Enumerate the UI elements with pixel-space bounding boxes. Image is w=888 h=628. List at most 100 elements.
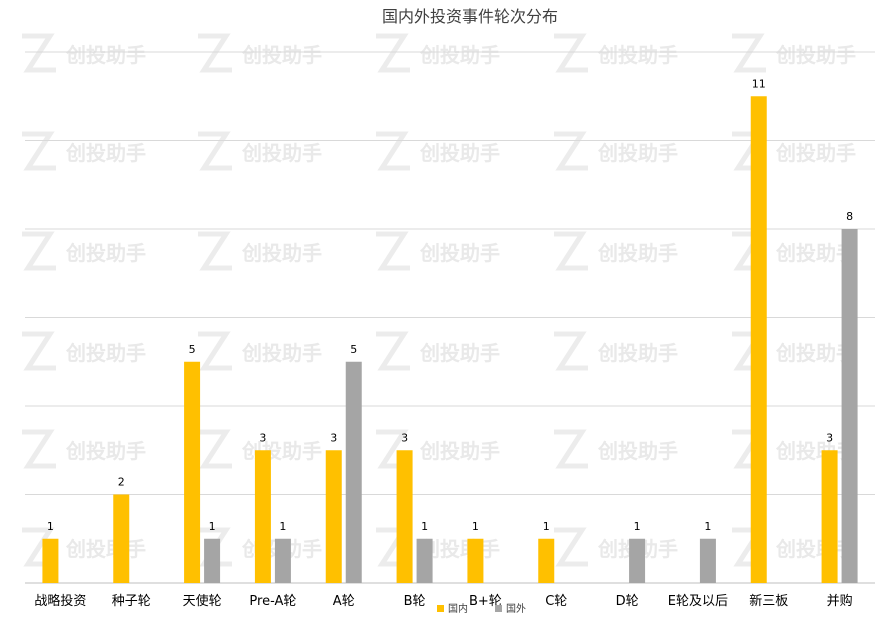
watermark-text: 创投助手 [65, 537, 146, 561]
x-tick-label: A轮 [333, 594, 355, 609]
x-tick-label: D轮 [616, 594, 639, 609]
watermark: 创投助手 [198, 331, 322, 371]
data-label: 3 [401, 431, 408, 444]
watermark-text: 创投助手 [65, 141, 146, 165]
x-tick-label: 战略投资 [34, 593, 86, 609]
watermark-logo-icon [554, 527, 588, 567]
bar-foreign [629, 538, 646, 583]
x-tick-label: C轮 [545, 594, 567, 609]
watermark-text: 创投助手 [597, 43, 678, 67]
watermark-logo-icon [198, 131, 232, 171]
watermark-text: 创投助手 [419, 341, 500, 365]
bar-foreign [345, 361, 362, 583]
bar-domestic [396, 450, 413, 583]
bar-domestic [821, 450, 838, 583]
watermark-logo-icon [22, 33, 56, 73]
legend-swatch-foreign [495, 605, 502, 612]
watermark: 创投助手 [732, 331, 856, 371]
watermark: 创投助手 [22, 429, 146, 469]
watermark-text: 创投助手 [241, 141, 322, 165]
watermark: 创投助手 [22, 131, 146, 171]
watermark: 创投助手 [376, 331, 500, 371]
watermark-text: 创投助手 [65, 341, 146, 365]
watermark-logo-icon [22, 231, 56, 271]
watermark: 创投助手 [198, 33, 322, 73]
x-tick-label: E轮及以后 [668, 594, 728, 609]
watermark-text: 创投助手 [775, 141, 856, 165]
bar-domestic [184, 361, 201, 583]
watermark-logo-icon [732, 33, 766, 73]
watermark: 创投助手 [376, 33, 500, 73]
watermark-text: 创投助手 [597, 439, 678, 463]
bar-domestic [467, 538, 484, 583]
bar-domestic [254, 450, 271, 583]
watermark-logo-icon [198, 231, 232, 271]
bars-layer [42, 96, 858, 583]
watermark: 创投助手 [554, 33, 678, 73]
watermark-logo-icon [376, 33, 410, 73]
watermark-logo-icon [376, 429, 410, 469]
data-label: 1 [543, 520, 550, 533]
watermark-logo-icon [22, 331, 56, 371]
chart-title: 国内外投资事件轮次分布 [382, 7, 558, 26]
watermark: 创投助手 [22, 527, 146, 567]
watermark-text: 创投助手 [597, 241, 678, 265]
watermark: 创投助手 [198, 429, 322, 469]
legend-label-domestic: 国内 [448, 602, 468, 615]
watermark-logo-icon [376, 527, 410, 567]
watermark-logo-icon [22, 429, 56, 469]
watermark-logo-icon [376, 131, 410, 171]
watermark: 创投助手 [376, 231, 500, 271]
watermark-text: 创投助手 [241, 241, 322, 265]
watermark-logo-icon [198, 33, 232, 73]
data-label: 2 [118, 476, 125, 489]
legend-swatch-domestic [437, 605, 444, 612]
watermark: 创投助手 [554, 429, 678, 469]
bar-domestic [325, 450, 342, 583]
data-label: 5 [189, 343, 196, 356]
watermark-text: 创投助手 [241, 341, 322, 365]
watermark-text: 创投助手 [241, 43, 322, 67]
data-label: 3 [259, 431, 266, 444]
x-tick-label: B+轮 [469, 594, 502, 609]
watermark-text: 创投助手 [419, 141, 500, 165]
x-tick-label: 新三板 [749, 593, 788, 609]
data-label: 1 [47, 520, 54, 533]
watermark-logo-icon [554, 231, 588, 271]
watermark-text: 创投助手 [597, 341, 678, 365]
data-label: 1 [704, 520, 711, 533]
watermark: 创投助手 [198, 131, 322, 171]
watermark-logo-icon [198, 429, 232, 469]
legend-label-foreign: 国外 [506, 603, 526, 615]
watermark: 创投助手 [732, 33, 856, 73]
watermark-logo-icon [376, 331, 410, 371]
bar-domestic [538, 538, 555, 583]
legend: 国内 国外 [437, 602, 526, 615]
bar-domestic [42, 538, 59, 583]
data-label: 1 [421, 520, 428, 533]
watermark-text: 创投助手 [775, 43, 856, 67]
watermark-text: 创投助手 [65, 43, 146, 67]
gridlines [25, 51, 875, 584]
data-label: 1 [209, 520, 216, 533]
watermark-text: 创投助手 [65, 439, 146, 463]
watermark-logo-icon [376, 231, 410, 271]
x-tick-label: 天使轮 [183, 593, 222, 609]
data-label: 8 [846, 210, 853, 223]
watermark: 创投助手 [22, 231, 146, 271]
watermark-text: 创投助手 [597, 141, 678, 165]
watermark: 创投助手 [554, 131, 678, 171]
watermark: 创投助手 [376, 429, 500, 469]
data-label: 3 [330, 431, 337, 444]
watermark: 创投助手 [22, 331, 146, 371]
bar-foreign [274, 538, 291, 583]
watermark-logo-icon [554, 131, 588, 171]
watermark: 创投助手 [732, 131, 856, 171]
watermark-logo-icon [22, 131, 56, 171]
watermark: 创投助手 [376, 131, 500, 171]
x-tick-label: Pre-A轮 [249, 594, 296, 609]
bar-foreign [841, 229, 858, 583]
watermark: 创投助手 [22, 33, 146, 73]
